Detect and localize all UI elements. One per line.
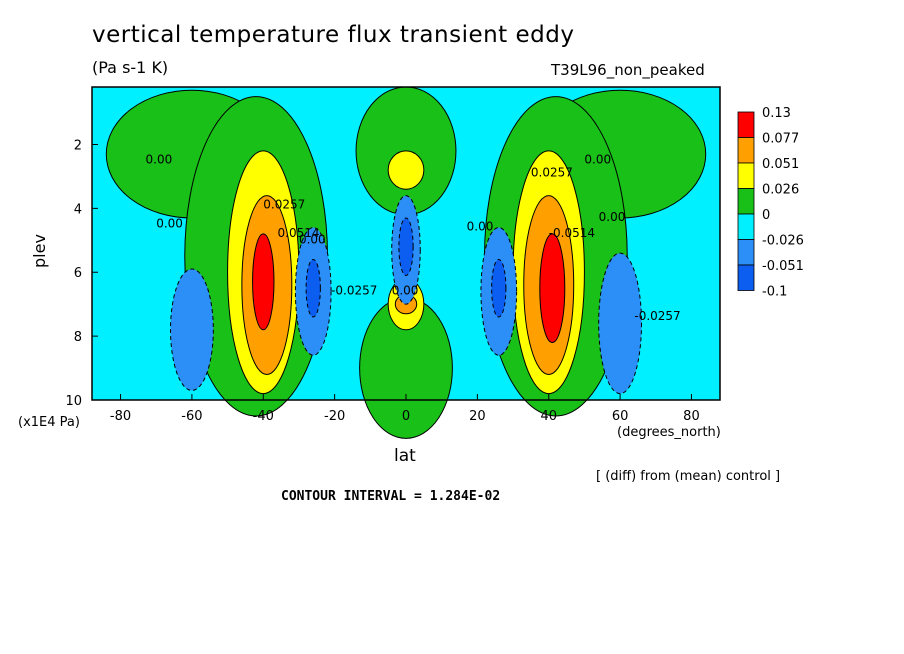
contour-region: [398, 217, 414, 276]
contour-region: [305, 258, 321, 318]
legend-swatch: [737, 162, 755, 189]
x-tick-label: 80: [683, 409, 700, 424]
contour-label: 0.00: [156, 217, 183, 231]
legend-swatch: [737, 137, 755, 164]
legend-label: 0: [762, 208, 770, 223]
contour-label: 0.0514: [278, 226, 320, 240]
contour-label: 0.0257: [531, 165, 573, 179]
contour-region: [387, 150, 425, 190]
x-axis-label: lat: [394, 446, 416, 466]
legend-label: -0.051: [762, 259, 804, 274]
contour-label: -0.0257: [634, 309, 680, 323]
contour-label: 0.00: [392, 284, 419, 298]
legend-label: -0.1: [762, 285, 787, 300]
contour-label: -0.0257: [331, 284, 377, 298]
y-axis-unit: (x1E4 Pa): [18, 415, 80, 430]
x-tick-label: 60: [612, 409, 629, 424]
legend-label: 0.051: [762, 157, 799, 172]
y-tick-label: 6: [74, 266, 82, 281]
legend-swatch: [737, 264, 755, 291]
contour-region: [252, 233, 275, 331]
contour-label: -0.0514: [549, 226, 595, 240]
y-tick-label: 4: [74, 202, 82, 217]
run-name: T39L96_non_peaked: [551, 61, 705, 79]
contour-label: 0.00: [584, 153, 611, 167]
contour-label: 0.0257: [263, 197, 305, 211]
contour-label: 0.00: [467, 220, 494, 234]
y-tick-label: 10: [65, 394, 82, 409]
contour-region: [170, 268, 214, 391]
x-tick-label: -40: [253, 409, 274, 424]
contour-label: 0.00: [146, 153, 173, 167]
contour-label: 0.00: [599, 210, 626, 224]
x-tick-label: 40: [540, 409, 557, 424]
x-tick-label: -20: [324, 409, 345, 424]
legend-label: 0.026: [762, 183, 799, 198]
chart-units: (Pa s-1 K): [92, 58, 169, 77]
legend-swatch: [737, 188, 755, 215]
y-tick-label: 2: [74, 138, 82, 153]
x-tick-label: -60: [181, 409, 202, 424]
y-tick-label: 8: [74, 330, 82, 345]
contour-label: 0.00: [299, 233, 326, 247]
contour-region: [539, 233, 566, 344]
legend-swatch: [737, 239, 755, 266]
x-tick-label: -80: [110, 409, 131, 424]
legend-label: 0.13: [762, 106, 791, 121]
legend-swatch: [737, 213, 755, 240]
chart-title: vertical temperature flux transient eddy: [92, 22, 575, 48]
x-tick-label: 20: [469, 409, 486, 424]
x-axis-unit: (degrees_north): [617, 425, 721, 440]
diff-note: [ (diff) from (mean) control ]: [596, 469, 781, 484]
legend-label: 0.077: [762, 132, 799, 147]
contour-interval: CONTOUR INTERVAL = 1.284E-02: [281, 489, 501, 504]
legend-label: -0.026: [762, 234, 804, 249]
contour-region: [598, 252, 642, 395]
legend-swatch: [737, 111, 755, 138]
contour-region: [491, 258, 507, 318]
x-tick-label: 0: [402, 409, 410, 424]
